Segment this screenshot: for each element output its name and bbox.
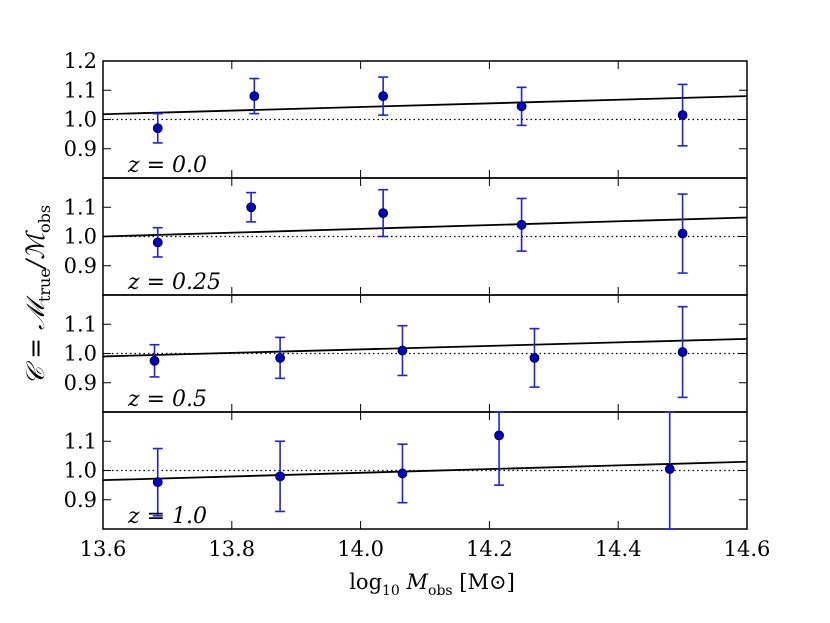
data-point: [152, 237, 163, 248]
data-point: [664, 464, 675, 474]
x-axis: 13.6 13.8 14.0 14.2 14.4 14.6: [80, 537, 771, 561]
y-tick-label: 0.9: [64, 488, 97, 512]
data-point: [378, 91, 389, 101]
y-tick-label: 1.1: [64, 312, 97, 336]
panel-1: 1.1 1.0 0.9 z = 0.25: [64, 177, 748, 296]
data-point: [275, 352, 286, 363]
x-axis-label: log10 Mobs [M⊙]: [349, 570, 515, 599]
data-point: [246, 202, 257, 213]
data-point: [516, 219, 527, 230]
panel-0: 1.2 1.1 1.0 0.9 z = 0.0: [64, 49, 748, 179]
y-tick-label: 1.0: [64, 108, 97, 132]
y-tick-label: 1.0: [64, 225, 97, 249]
y-tick-label: 1.1: [64, 429, 97, 453]
x-tick-label: 13.6: [80, 537, 127, 561]
y-axis-label: 𝒞 = ℳtrue/ℳobs: [21, 205, 54, 385]
data-point: [677, 110, 688, 121]
panel-label: z = 0.5: [127, 387, 207, 412]
panel-label: z = 1.0: [127, 504, 207, 529]
data-point: [529, 352, 540, 363]
data-point: [249, 91, 260, 101]
data-point: [152, 123, 163, 134]
panel-label: z = 0.0: [127, 153, 207, 178]
data-point: [516, 101, 527, 112]
y-tick-label: 0.9: [64, 254, 97, 278]
x-tick-label: 13.8: [208, 537, 255, 561]
fit-line: [102, 95, 748, 116]
fit-line: [102, 460, 748, 482]
panel-3: 1.1 1.0 0.9 z = 1.0: [64, 411, 748, 530]
y-tick-label: 1.0: [64, 342, 97, 366]
y-tick-label: 0.9: [64, 137, 97, 161]
panel-label: z = 0.25: [127, 270, 221, 295]
y-tick-label: 0.9: [64, 371, 97, 395]
data-point: [378, 208, 389, 219]
x-tick-label: 14.6: [724, 537, 771, 561]
y-tick-label: 1.2: [64, 49, 97, 73]
fit-line: [102, 216, 748, 238]
data-point: [677, 347, 688, 357]
y-tick-label: 1.1: [64, 195, 97, 219]
data-point: [152, 477, 163, 488]
y-tick-label: 1.1: [64, 78, 97, 102]
panel-2: 1.1 1.0 0.9 z = 0.5: [64, 294, 748, 413]
data-point: [275, 471, 286, 482]
y-tick-label: 1.0: [64, 459, 97, 483]
x-tick-label: 14.4: [595, 537, 642, 561]
x-tick-label: 14.2: [466, 537, 513, 561]
data-point: [677, 228, 688, 239]
fit-line: [102, 337, 748, 358]
x-tick-label: 14.0: [337, 537, 384, 561]
data-point: [397, 468, 408, 479]
data-point: [149, 355, 160, 366]
data-point: [494, 430, 504, 441]
panels-group: 1.21.11.00.9z = 0.01.11.00.9z = 0.251.11…: [64, 49, 748, 530]
data-point: [397, 345, 408, 356]
